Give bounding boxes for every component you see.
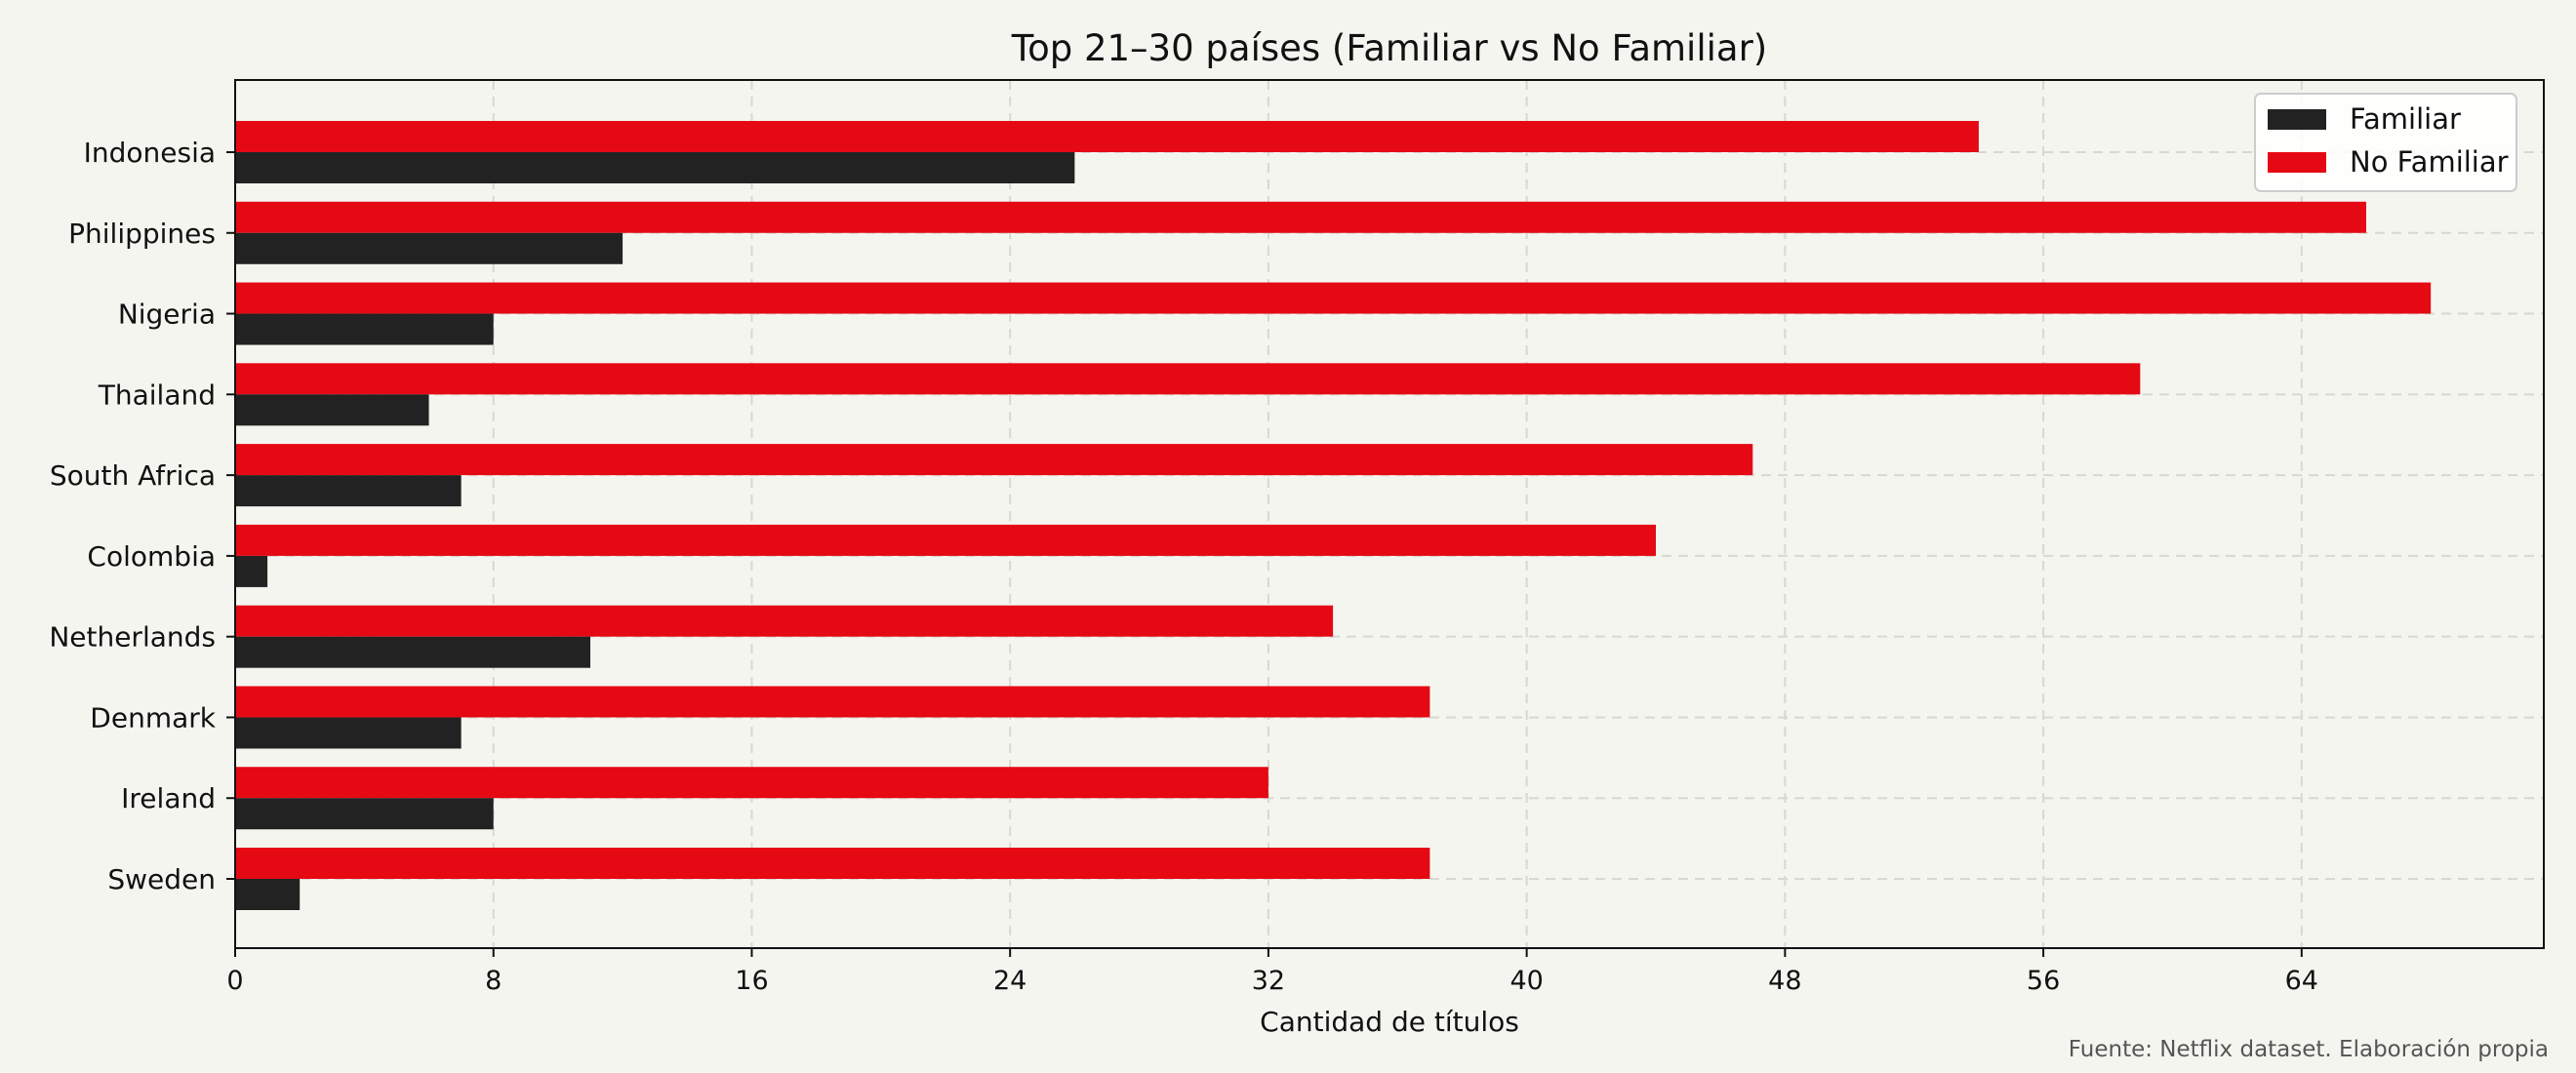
bar-no-familiar-indonesia <box>235 121 1979 152</box>
bar-familiar-sweden <box>235 879 301 910</box>
x-tick-label: 8 <box>485 966 502 996</box>
bar-familiar-south-africa <box>235 475 462 507</box>
bar-familiar-thailand <box>235 394 429 426</box>
bar-familiar-nigeria <box>235 313 494 345</box>
legend-label-no-familiar: No Familiar <box>2350 145 2509 179</box>
y-tick-label-sweden: Sweden <box>107 863 216 895</box>
x-axis-label: Cantidad de títulos <box>1260 1006 1519 1038</box>
legend-swatch-no-familiar <box>2268 152 2326 173</box>
bar-familiar-colombia <box>235 555 268 587</box>
x-tick-label: 64 <box>2285 966 2318 996</box>
bar-familiar-denmark <box>235 717 462 749</box>
legend: Familiar No Familiar <box>2254 93 2517 192</box>
x-tick-label: 32 <box>1252 966 1285 996</box>
legend-label-familiar: Familiar <box>2350 102 2461 136</box>
bar-familiar-philippines <box>235 232 624 264</box>
bar-no-familiar-nigeria <box>235 282 2432 314</box>
bar-no-familiar-colombia <box>235 524 1656 556</box>
bar-no-familiar-philippines <box>235 201 2366 233</box>
legend-swatch-familiar <box>2268 109 2326 130</box>
y-tick-label-ireland: Ireland <box>121 782 216 815</box>
x-axis: 0 8 16 24 32 40 48 56 64 <box>226 948 2318 996</box>
y-tick-label-netherlands: Netherlands <box>49 621 216 654</box>
x-tick-label: 0 <box>226 966 243 996</box>
bar-no-familiar-denmark <box>235 686 1430 718</box>
bars <box>235 121 2432 910</box>
bar-no-familiar-thailand <box>235 363 2141 395</box>
y-tick-label-denmark: Denmark <box>90 701 216 734</box>
y-tick-label-south-africa: South Africa <box>50 459 216 492</box>
bar-familiar-indonesia <box>235 152 1075 183</box>
y-tick-label-indonesia: Indonesia <box>84 137 216 169</box>
x-tick-label: 56 <box>2027 966 2060 996</box>
bar-no-familiar-south-africa <box>235 444 1753 476</box>
bar-no-familiar-netherlands <box>235 605 1334 637</box>
bar-no-familiar-sweden <box>235 848 1430 879</box>
y-axis: Indonesia Philippines Nigeria Thailand South… <box>49 137 235 895</box>
y-tick-label-philippines: Philippines <box>68 218 216 250</box>
chart-title: Top 21–30 países (Familiar vs No Familia… <box>1011 27 1767 69</box>
x-tick-label: 40 <box>1509 966 1543 996</box>
x-tick-label: 48 <box>1768 966 1801 996</box>
x-tick-label: 16 <box>735 966 768 996</box>
bar-familiar-netherlands <box>235 636 590 668</box>
plot-frame <box>234 79 2545 949</box>
y-tick-label-nigeria: Nigeria <box>118 298 216 331</box>
x-tick-label: 24 <box>993 966 1026 996</box>
y-tick-label-colombia: Colombia <box>87 540 216 573</box>
y-tick-label-thailand: Thailand <box>98 378 216 411</box>
bar-familiar-ireland <box>235 798 494 830</box>
bar-no-familiar-ireland <box>235 767 1268 799</box>
source-note: Fuente: Netflix dataset. Elaboración pro… <box>2069 1037 2549 1062</box>
